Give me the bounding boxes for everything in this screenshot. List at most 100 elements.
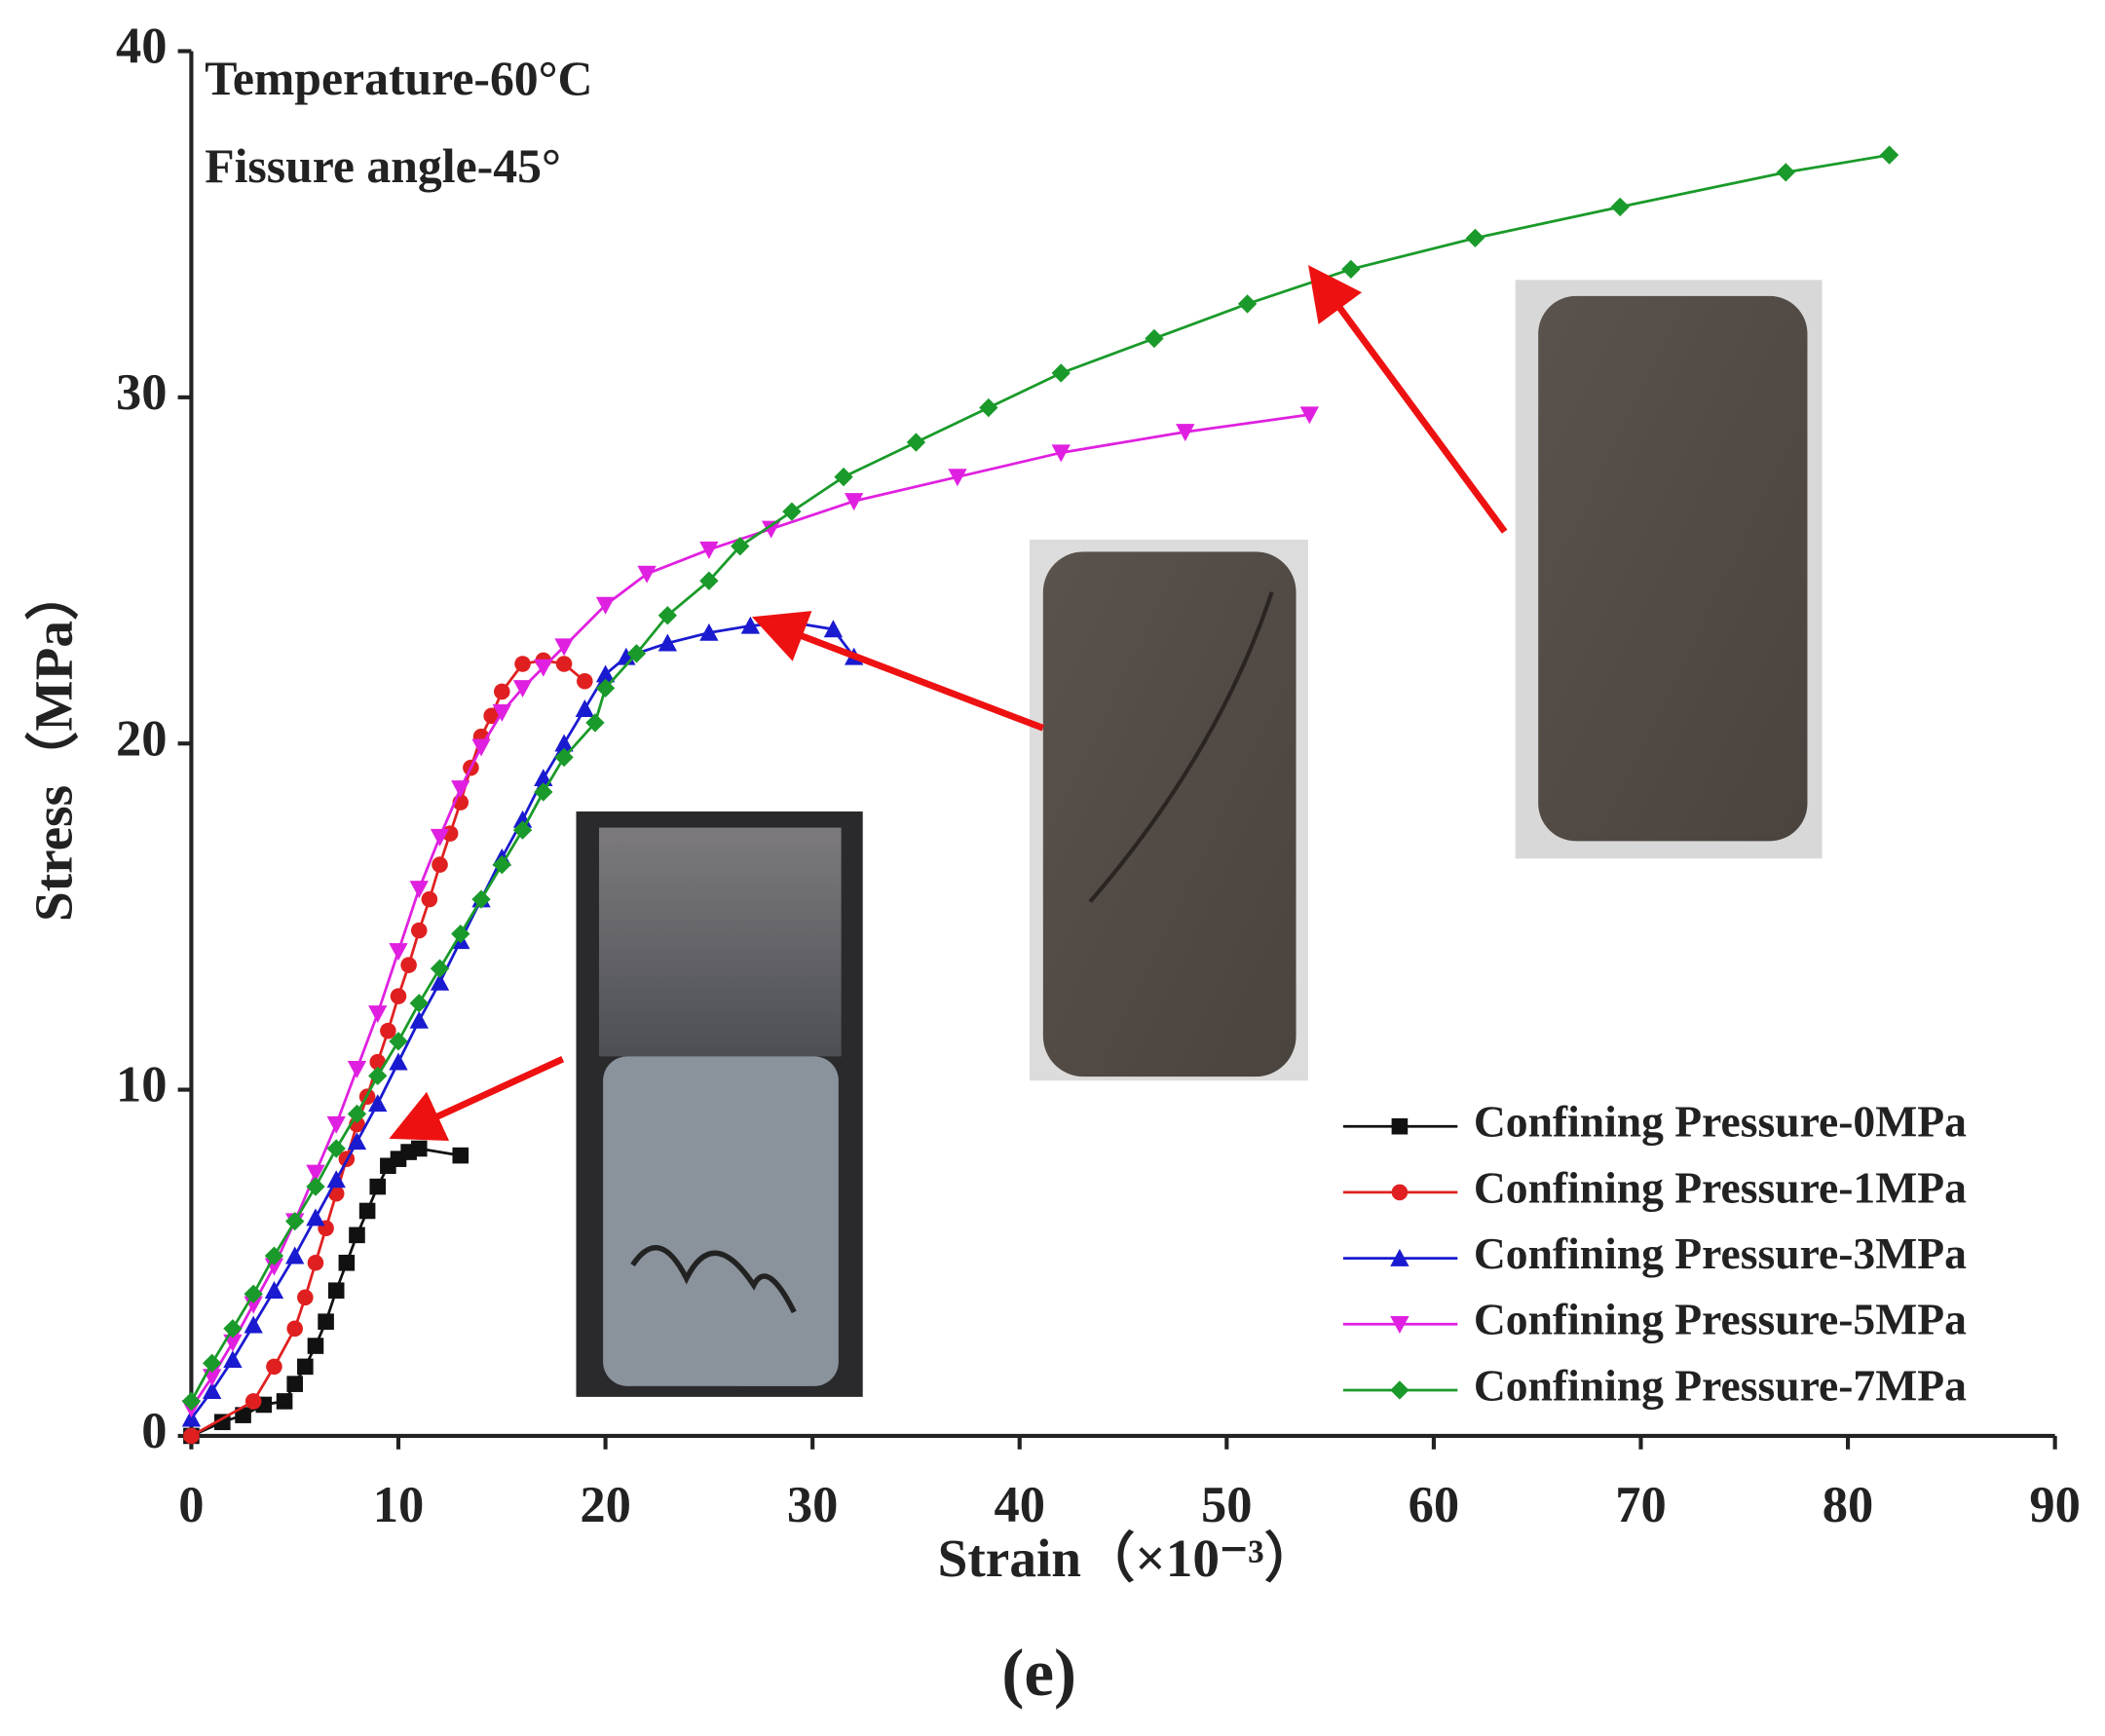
marker xyxy=(430,828,450,847)
marker xyxy=(1879,145,1899,165)
marker xyxy=(577,672,593,690)
legend-label: Confining Pressure-1MPa xyxy=(1474,1162,1967,1212)
marker xyxy=(493,683,510,700)
x-tick-label: 50 xyxy=(1201,1477,1252,1533)
marker xyxy=(1465,228,1485,248)
marker xyxy=(452,1147,470,1164)
x-tick-label: 10 xyxy=(373,1477,424,1533)
marker xyxy=(658,633,678,652)
marker xyxy=(286,1376,303,1392)
marker xyxy=(554,638,574,657)
marker xyxy=(1051,444,1071,463)
x-tick-label: 0 xyxy=(178,1477,204,1533)
marker xyxy=(244,1315,263,1334)
marker xyxy=(318,1313,334,1330)
marker xyxy=(906,433,926,452)
y-axis-label: Stress（MPa） xyxy=(24,567,84,922)
marker xyxy=(389,1052,408,1071)
x-tick-label: 30 xyxy=(787,1477,838,1533)
marker xyxy=(834,467,853,487)
marker xyxy=(286,1320,303,1338)
y-tick-label: 10 xyxy=(116,1057,167,1113)
marker xyxy=(369,1053,387,1071)
annotation: Fissure angle-45° xyxy=(205,139,561,193)
marker xyxy=(554,734,574,752)
marker xyxy=(389,943,408,962)
marker xyxy=(430,972,450,991)
x-tick-label: 60 xyxy=(1409,1477,1459,1533)
x-axis-label: Strain（×10⁻³） xyxy=(938,1528,1318,1588)
marker xyxy=(244,1284,263,1303)
marker xyxy=(368,1094,388,1113)
marker xyxy=(409,881,429,899)
marker xyxy=(285,1246,305,1264)
legend-marker xyxy=(1391,1184,1409,1201)
marker xyxy=(492,854,511,875)
marker xyxy=(306,1208,325,1227)
photo-0mpa xyxy=(576,811,863,1397)
marker xyxy=(471,889,491,909)
marker xyxy=(979,397,998,418)
marker xyxy=(534,782,553,802)
x-tick-label: 40 xyxy=(994,1477,1044,1533)
marker xyxy=(514,656,531,672)
marker xyxy=(782,502,802,521)
marker xyxy=(554,747,574,768)
marker xyxy=(349,1227,365,1244)
marker xyxy=(483,707,500,725)
legend-marker xyxy=(1391,1117,1409,1135)
marker xyxy=(1176,424,1195,442)
marker xyxy=(451,780,470,799)
marker xyxy=(471,738,491,757)
marker xyxy=(390,988,407,1004)
marker xyxy=(347,1060,367,1078)
series-line xyxy=(190,1147,461,1438)
marker xyxy=(358,1202,376,1220)
series xyxy=(183,1140,470,1445)
marker xyxy=(432,856,448,873)
marker xyxy=(844,493,864,511)
marker xyxy=(555,656,573,672)
caption: (e) xyxy=(1001,1635,1076,1710)
legend-marker xyxy=(1390,1248,1410,1266)
marker xyxy=(658,606,678,625)
marker xyxy=(181,1391,202,1412)
arrows xyxy=(389,265,1508,1141)
marker xyxy=(380,1022,396,1039)
marker xyxy=(264,1246,284,1265)
legend-label: Confining Pressure-7MPa xyxy=(1474,1360,1967,1410)
series-line xyxy=(190,621,855,1420)
marker xyxy=(761,520,781,539)
marker xyxy=(244,1393,262,1410)
marker xyxy=(823,620,844,638)
marker xyxy=(410,922,428,939)
marker xyxy=(595,596,616,615)
series xyxy=(183,652,593,1445)
marker xyxy=(1051,363,1071,383)
marker xyxy=(1237,294,1258,314)
marker xyxy=(595,678,616,698)
marker xyxy=(326,1139,346,1158)
x-tick-label: 20 xyxy=(580,1477,630,1533)
marker xyxy=(430,959,450,978)
marker xyxy=(575,699,594,717)
marker xyxy=(699,571,719,590)
marker xyxy=(595,664,616,683)
marker xyxy=(699,541,719,559)
legend-marker xyxy=(1390,1316,1410,1334)
x-tick-label: 70 xyxy=(1615,1477,1666,1533)
legend-label: Confining Pressure-5MPa xyxy=(1474,1295,1967,1344)
marker xyxy=(699,623,719,641)
marker xyxy=(214,1414,231,1431)
marker xyxy=(347,1132,367,1151)
legend-marker xyxy=(1390,1380,1410,1400)
marker xyxy=(1341,259,1361,280)
photo-7mpa xyxy=(1515,280,1823,859)
marker xyxy=(266,1358,282,1376)
marker xyxy=(1776,163,1795,182)
x-tick-label: 80 xyxy=(1823,1477,1873,1533)
marker xyxy=(326,1115,346,1134)
marker xyxy=(410,1140,428,1157)
